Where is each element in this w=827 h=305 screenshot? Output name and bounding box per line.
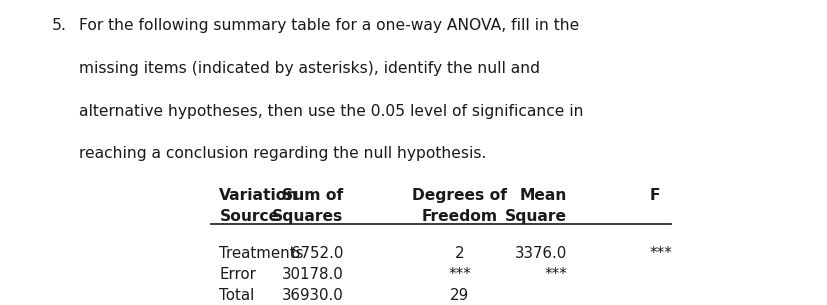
Text: ***: *** — [649, 246, 672, 260]
Text: Total: Total — [219, 288, 255, 303]
Text: 30178.0: 30178.0 — [281, 267, 343, 282]
Text: 29: 29 — [449, 288, 469, 303]
Text: missing items (indicated by asterisks), identify the null and: missing items (indicated by asterisks), … — [79, 61, 539, 76]
Text: reaching a conclusion regarding the null hypothesis.: reaching a conclusion regarding the null… — [79, 146, 485, 161]
Text: Sum of: Sum of — [282, 188, 343, 203]
Text: 6752.0: 6752.0 — [291, 246, 343, 260]
Text: Error: Error — [219, 267, 256, 282]
Text: alternative hypotheses, then use the 0.05 level of significance in: alternative hypotheses, then use the 0.0… — [79, 104, 582, 119]
Text: Freedom: Freedom — [421, 209, 497, 224]
Text: Treatments: Treatments — [219, 246, 304, 260]
Text: Degrees of: Degrees of — [412, 188, 506, 203]
Text: ***: *** — [447, 267, 471, 282]
Text: F: F — [649, 188, 660, 203]
Text: Source: Source — [219, 209, 280, 224]
Text: Squares: Squares — [272, 209, 343, 224]
Text: Square: Square — [504, 209, 566, 224]
Text: 3376.0: 3376.0 — [514, 246, 566, 260]
Text: For the following summary table for a one-way ANOVA, fill in the: For the following summary table for a on… — [79, 18, 578, 33]
Text: 2: 2 — [454, 246, 464, 260]
Text: 36930.0: 36930.0 — [281, 288, 343, 303]
Text: Variation: Variation — [219, 188, 299, 203]
Text: 5.: 5. — [51, 18, 66, 33]
Text: ***: *** — [543, 267, 566, 282]
Text: Mean: Mean — [519, 188, 566, 203]
